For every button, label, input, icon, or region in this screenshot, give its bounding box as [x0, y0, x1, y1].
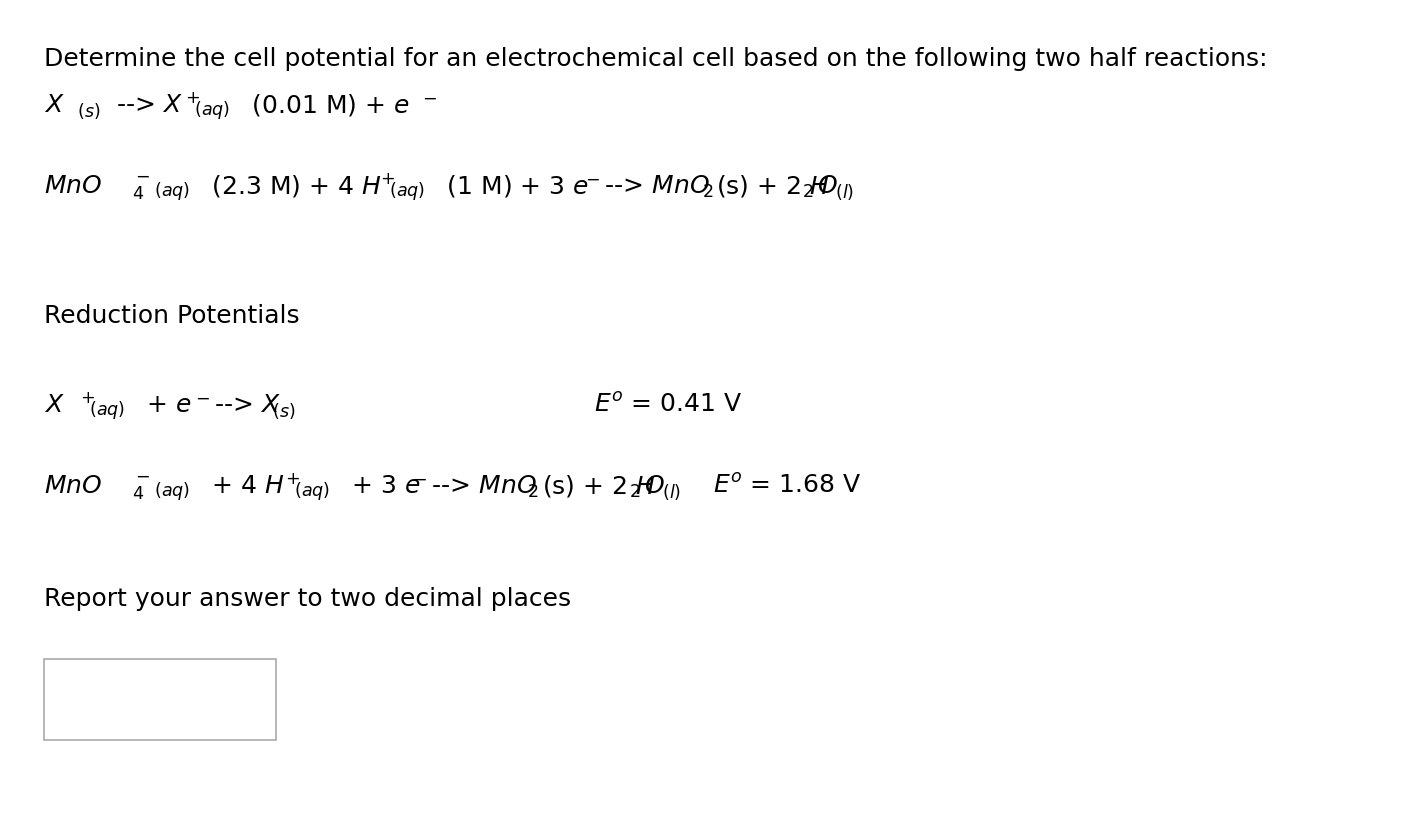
Text: $_{(aq)}$: $_{(aq)}$ — [389, 180, 426, 204]
Text: (2.3 M) + 4 $H$: (2.3 M) + 4 $H$ — [204, 173, 382, 199]
Text: $_2$: $_2$ — [629, 475, 640, 499]
Text: $_{(aq)}$: $_{(aq)}$ — [195, 99, 230, 123]
Text: --> $MnO$: --> $MnO$ — [596, 174, 710, 199]
Text: (s) + 2 $H$: (s) + 2 $H$ — [716, 173, 829, 199]
Text: $^+$: $^+$ — [283, 474, 301, 498]
Text: Report your answer to two decimal places: Report your answer to two decimal places — [44, 588, 572, 611]
Text: (s) + 2 $H$: (s) + 2 $H$ — [542, 472, 656, 499]
Text: $_{(aq)}$: $_{(aq)}$ — [294, 480, 331, 504]
Text: $_{(l)}$: $_{(l)}$ — [835, 178, 853, 202]
Text: --> $X$: --> $X$ — [207, 393, 281, 417]
Text: $^+$: $^+$ — [376, 174, 396, 199]
FancyBboxPatch shape — [44, 659, 275, 740]
Text: $X$: $X$ — [44, 393, 65, 417]
Text: $_{(l)}$: $_{(l)}$ — [662, 478, 682, 502]
Text: $^-$: $^-$ — [409, 474, 427, 498]
Text: $O$: $O$ — [816, 174, 838, 199]
Text: Reduction Potentials: Reduction Potentials — [44, 304, 300, 328]
Text: $X$: $X$ — [44, 93, 65, 117]
Text: $O$: $O$ — [645, 474, 665, 498]
Text: $_{(aq)}$: $_{(aq)}$ — [155, 180, 190, 204]
Text: $_{(aq)}$: $_{(aq)}$ — [155, 480, 190, 504]
Text: + 3 $e$: + 3 $e$ — [345, 474, 422, 498]
Text: $^+$: $^+$ — [182, 93, 200, 117]
Text: (0.01 M) + $e$: (0.01 M) + $e$ — [244, 91, 410, 118]
Text: --> $MnO$: --> $MnO$ — [425, 474, 537, 498]
Text: $MnO$: $MnO$ — [44, 174, 102, 199]
Text: --> $X$: --> $X$ — [109, 93, 185, 117]
Text: $^-$: $^-$ — [582, 174, 601, 199]
Text: + 4 $H$: + 4 $H$ — [204, 474, 285, 498]
Text: $MnO$: $MnO$ — [44, 474, 102, 498]
Text: $_{(aq)}$: $_{(aq)}$ — [89, 399, 125, 423]
Text: $_4^-$: $_4^-$ — [132, 176, 151, 202]
Text: $E^o$ = 0.41 V: $E^o$ = 0.41 V — [595, 393, 743, 417]
Text: Determine the cell potential for an electrochemical cell based on the following : Determine the cell potential for an elec… — [44, 48, 1268, 72]
Text: $^-$: $^-$ — [419, 93, 437, 117]
Text: + $e$: + $e$ — [139, 393, 193, 417]
Text: $_2$: $_2$ — [527, 475, 538, 499]
Text: $^+$: $^+$ — [77, 393, 95, 417]
Text: $_4^-$: $_4^-$ — [132, 475, 151, 502]
Text: $_{(s)}$: $_{(s)}$ — [77, 97, 101, 121]
Text: $_{(s)}$: $_{(s)}$ — [273, 397, 295, 421]
Text: $_2$: $_2$ — [802, 176, 814, 200]
Text: $E^o$ = 1.68 V: $E^o$ = 1.68 V — [713, 474, 862, 498]
Text: $_2$: $_2$ — [701, 176, 714, 200]
Text: (1 M) + 3 $e$: (1 M) + 3 $e$ — [439, 173, 589, 199]
Text: $^-$: $^-$ — [192, 393, 210, 417]
